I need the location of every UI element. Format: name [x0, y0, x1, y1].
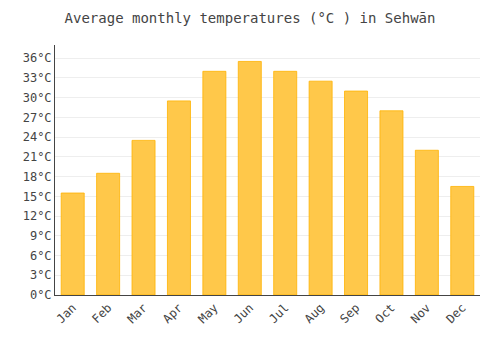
- svg-text:Apr: Apr: [160, 301, 185, 326]
- svg-text:Jul: Jul: [266, 301, 291, 326]
- svg-text:Feb: Feb: [89, 301, 114, 326]
- svg-text:30°C: 30°C: [23, 91, 52, 105]
- svg-text:Dec: Dec: [443, 301, 468, 326]
- svg-text:36°C: 36°C: [23, 51, 52, 65]
- svg-text:33°C: 33°C: [23, 71, 52, 85]
- svg-text:6°C: 6°C: [30, 249, 52, 263]
- svg-text:12°C: 12°C: [23, 209, 52, 223]
- svg-text:Mar: Mar: [125, 301, 150, 326]
- svg-text:May: May: [196, 301, 221, 326]
- svg-text:Jun: Jun: [231, 301, 256, 326]
- svg-text:27°C: 27°C: [23, 111, 52, 125]
- svg-text:24°C: 24°C: [23, 130, 52, 144]
- svg-text:Average monthly temperatures (: Average monthly temperatures (°C ) in Se…: [65, 10, 436, 26]
- svg-text:Aug: Aug: [302, 301, 327, 326]
- svg-text:9°C: 9°C: [30, 229, 52, 243]
- svg-text:Oct: Oct: [373, 301, 398, 326]
- svg-text:21°C: 21°C: [23, 150, 52, 164]
- svg-text:3°C: 3°C: [30, 268, 52, 282]
- svg-text:0°C: 0°C: [30, 288, 52, 302]
- svg-text:18°C: 18°C: [23, 170, 52, 184]
- svg-text:Sep: Sep: [337, 301, 362, 326]
- svg-text:15°C: 15°C: [23, 190, 52, 204]
- svg-text:Nov: Nov: [408, 301, 433, 326]
- svg-text:Jan: Jan: [54, 301, 79, 326]
